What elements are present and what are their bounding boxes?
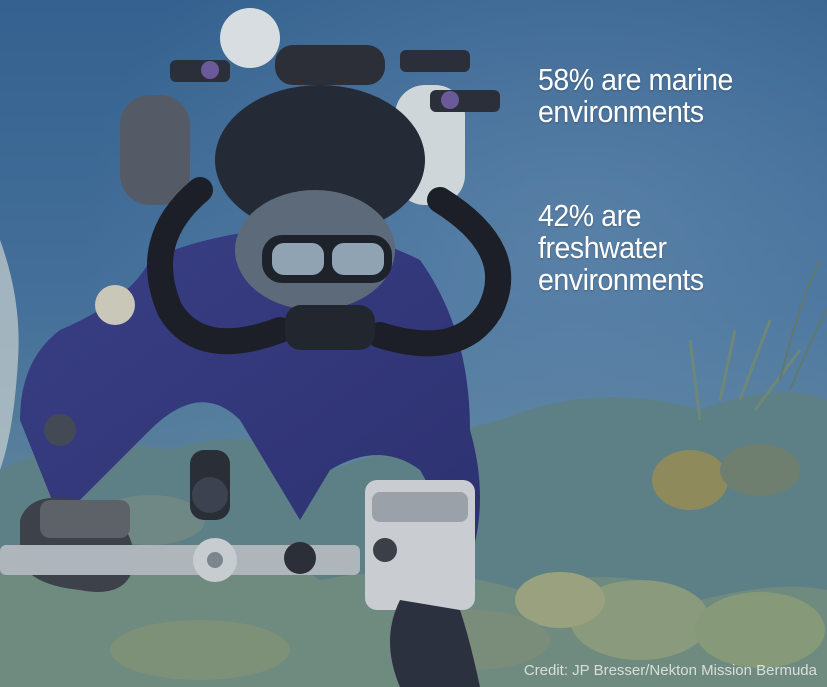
stat-line: environments — [538, 262, 704, 297]
marine-stat: 58% are marine environments — [538, 64, 814, 128]
stat-line: environments — [538, 94, 704, 129]
stat-line: 58% are marine — [538, 62, 733, 97]
photo-credit: Credit: JP Bresser/Nekton Mission Bermud… — [523, 662, 817, 679]
freshwater-stat: 42% are freshwater environments — [538, 200, 814, 296]
stat-line: freshwater — [538, 230, 667, 265]
stat-line: 42% are — [538, 198, 642, 233]
